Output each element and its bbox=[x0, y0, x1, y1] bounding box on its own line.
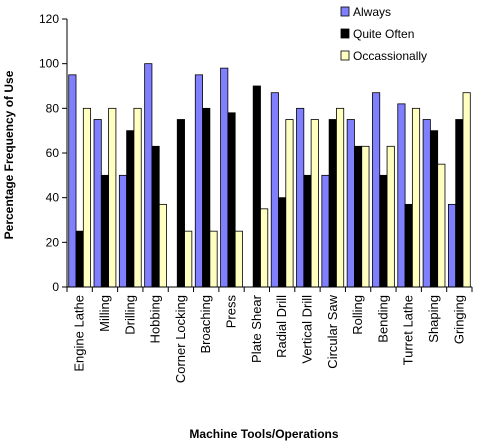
x-tick-label: Engine Lathe bbox=[72, 295, 87, 372]
y-tick-label: 0 bbox=[52, 280, 59, 294]
axes-layer: 0 20 40 60 80 100 120 Engine Lathe Milling Drilli… bbox=[39, 12, 473, 383]
bar-occassionally bbox=[285, 119, 294, 288]
bar-occassionally bbox=[158, 203, 167, 288]
bar-occassionally bbox=[234, 230, 243, 288]
bar-occassionally bbox=[361, 145, 370, 288]
bar-quite-often bbox=[75, 230, 84, 288]
x-tick-label: Plate Shear bbox=[249, 294, 264, 363]
bar-always bbox=[270, 92, 279, 288]
bar-always bbox=[194, 74, 203, 288]
x-tick-label: Press bbox=[224, 295, 239, 329]
bar-always bbox=[68, 74, 77, 288]
bar-occassionally bbox=[184, 230, 193, 288]
x-tick-label: Hobbing bbox=[148, 295, 163, 343]
x-tick-label: Bending bbox=[375, 295, 390, 343]
bar-always bbox=[118, 174, 128, 288]
x-tick-label: Broaching bbox=[198, 295, 213, 354]
x-tick-label: Rolling bbox=[350, 295, 365, 335]
bar-quite-often bbox=[429, 130, 439, 288]
x-tick-label: Corner Locking bbox=[173, 295, 188, 383]
legend-swatch-always bbox=[340, 6, 350, 17]
bar-quite-often bbox=[328, 119, 337, 288]
y-tick-label: 120 bbox=[39, 12, 59, 26]
bar-quite-often bbox=[151, 145, 160, 288]
x-tick-label: Drilling bbox=[122, 295, 137, 335]
bar-quite-often bbox=[379, 174, 388, 288]
y-tick-label: 40 bbox=[46, 191, 60, 205]
bar-always bbox=[397, 103, 406, 288]
bars-layer bbox=[68, 63, 471, 288]
bar-quite-often bbox=[202, 107, 211, 288]
bar-occassionally bbox=[386, 145, 395, 288]
y-tick-label: 80 bbox=[46, 101, 60, 115]
bar-always bbox=[93, 119, 102, 288]
x-tick-label: Radial Drill bbox=[274, 295, 289, 358]
bar-quite-often bbox=[455, 119, 464, 288]
bar-occassionally bbox=[133, 107, 142, 288]
legend-swatch-quite-often bbox=[340, 28, 350, 39]
x-tick-label: Circular Saw bbox=[325, 294, 340, 368]
bar-always bbox=[447, 203, 457, 288]
bar-always bbox=[321, 174, 330, 288]
bar-always bbox=[296, 107, 305, 288]
x-tick-label: Vertical Drill bbox=[299, 295, 314, 364]
y-axis-label: Percentage Frequency of Use bbox=[2, 70, 16, 239]
x-tick-label: Gringing bbox=[451, 295, 466, 344]
y-tick-label: 100 bbox=[39, 57, 59, 71]
legend-label: Quite Often bbox=[353, 27, 414, 41]
legend-label: Always bbox=[353, 5, 391, 19]
y-tick-label: 20 bbox=[46, 235, 60, 249]
bar-quite-often bbox=[100, 174, 110, 288]
bar-quite-often bbox=[126, 130, 135, 288]
bar-quite-often bbox=[303, 174, 312, 288]
bar-always bbox=[346, 119, 355, 288]
bar-quite-often bbox=[227, 112, 236, 288]
legend-label: Occassionally bbox=[353, 49, 427, 63]
bar-quite-often bbox=[354, 145, 363, 288]
bar-occassionally bbox=[82, 107, 92, 288]
bar-quite-often bbox=[404, 203, 413, 288]
bar-occassionally bbox=[336, 107, 345, 288]
y-tick-label: 60 bbox=[46, 146, 60, 160]
bar-occassionally bbox=[260, 208, 269, 288]
legend-swatch-occassionally bbox=[340, 50, 350, 61]
bar-occassionally bbox=[209, 230, 218, 288]
bar-occassionally bbox=[437, 163, 446, 288]
bar-occassionally bbox=[310, 119, 319, 288]
bar-quite-often bbox=[176, 119, 185, 288]
bar-quite-often bbox=[252, 85, 261, 288]
bar-always bbox=[422, 119, 431, 288]
bar-occassionally bbox=[462, 92, 471, 288]
bar-always bbox=[372, 92, 381, 288]
x-tick-label: Shaping bbox=[426, 295, 441, 343]
x-axis-label: Machine Tools/Operations bbox=[189, 427, 338, 441]
bar-quite-often bbox=[278, 197, 287, 288]
legend: Always Quite Often Occassionally bbox=[340, 5, 427, 63]
x-tick-label: Turret Lathe bbox=[401, 295, 416, 365]
bar-always bbox=[144, 63, 153, 288]
bar-occassionally bbox=[411, 107, 421, 288]
x-tick-label: Milling bbox=[97, 295, 112, 332]
bar-always bbox=[220, 67, 229, 288]
bar-occassionally bbox=[108, 107, 117, 288]
